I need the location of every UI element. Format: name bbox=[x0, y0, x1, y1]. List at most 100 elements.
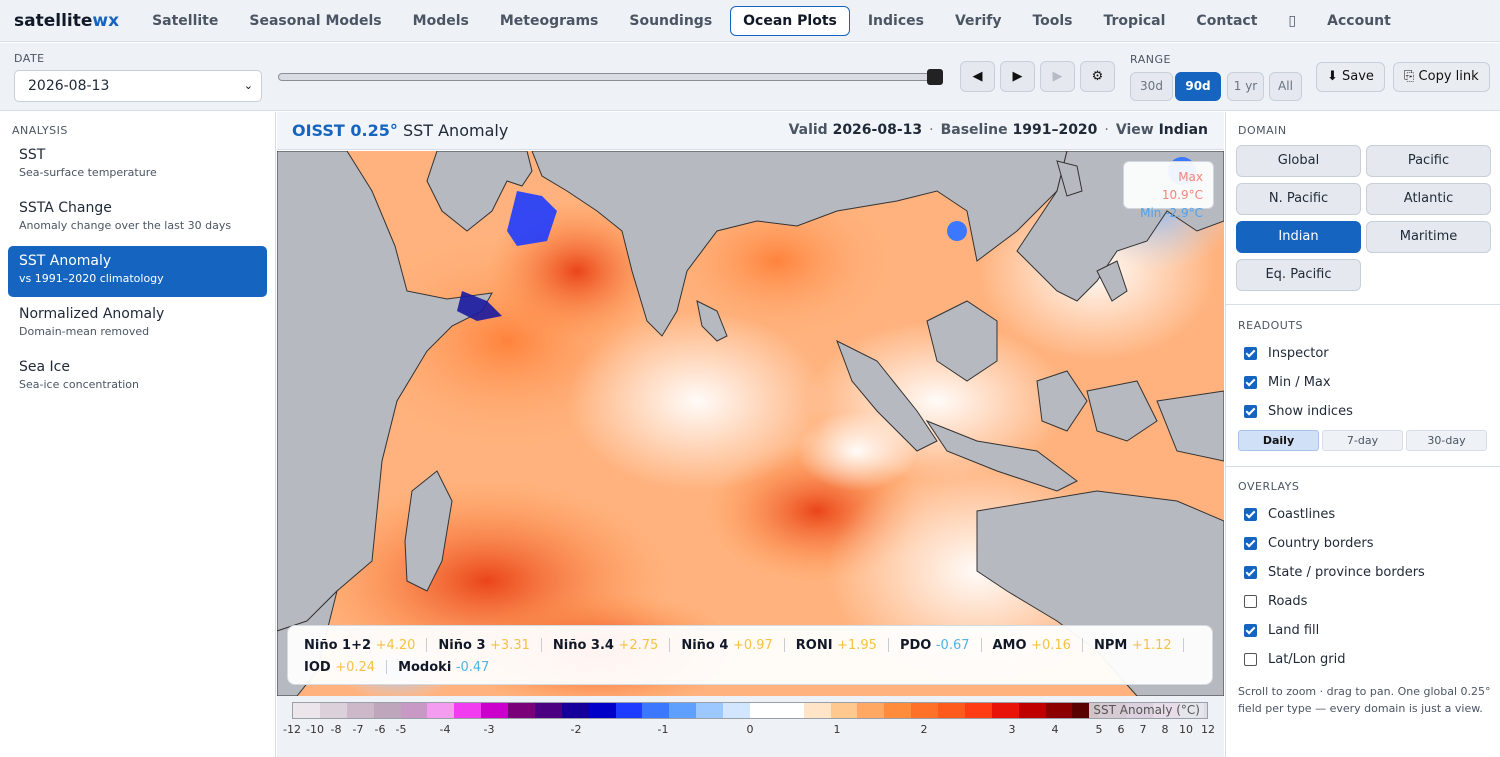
indices-row-2: IOD +0.24 Modoki -0.47 bbox=[304, 656, 1196, 678]
analysis-item-subtitle: Sea-ice concentration bbox=[19, 378, 140, 391]
checkbox-country-borders[interactable]: Country borders bbox=[1244, 536, 1373, 551]
period-7-day[interactable]: 7-day bbox=[1322, 430, 1403, 451]
baseline-label: Baseline bbox=[940, 122, 1008, 138]
checkbox-icon[interactable] bbox=[1244, 537, 1257, 550]
date-label: DATE bbox=[14, 52, 45, 65]
colorbar-tick-label: -1 bbox=[657, 723, 669, 736]
index-separator bbox=[980, 638, 982, 652]
settings-panel: DOMAIN Global Pacific N. Pacific Atlantic In… bbox=[1225, 112, 1500, 757]
colorbar-swatch bbox=[776, 703, 804, 718]
control-bar: DATE 2026-08-13 ⌄ ◀ ▶ ▶ ⚙ RANGE 30d 90d 1 y… bbox=[0, 43, 1500, 111]
nav-item-soundings[interactable]: Soundings bbox=[629, 12, 713, 29]
readouts-title: READOUTS bbox=[1238, 319, 1303, 332]
index-separator bbox=[1081, 638, 1083, 652]
nav-item-tropical[interactable]: Tropical bbox=[1103, 12, 1166, 29]
range-button-90d[interactable]: 90d bbox=[1175, 72, 1221, 101]
checkbox-label: Country borders bbox=[1268, 536, 1374, 551]
min-value: Min -2.9°C bbox=[1140, 206, 1203, 220]
checkbox-icon[interactable] bbox=[1244, 595, 1257, 608]
checkbox-icon[interactable] bbox=[1244, 508, 1257, 521]
colorbar-swatch bbox=[1045, 703, 1073, 718]
sst-anomaly-map[interactable]: Max 10.9°C Min -2.9°C Niño 1+2 +4.20 Niño… bbox=[277, 151, 1224, 696]
index-name: Niño 4 bbox=[681, 637, 729, 653]
checkbox-label: Min / Max bbox=[1268, 375, 1331, 390]
colorbar-swatch bbox=[481, 703, 508, 718]
checkbox-land-fill[interactable]: Land fill bbox=[1244, 623, 1319, 638]
domain-button-pacific[interactable]: Pacific bbox=[1366, 145, 1491, 177]
checkbox-icon[interactable] bbox=[1244, 566, 1257, 579]
nav-item-indices[interactable]: Indices bbox=[867, 12, 924, 29]
nav-item-contact[interactable]: Contact bbox=[1196, 12, 1258, 29]
analysis-item[interactable]: SSTA Change Anomaly change over the last … bbox=[8, 193, 267, 244]
copy-link-button[interactable]: ⎘ Copy link bbox=[1393, 62, 1490, 92]
colorbar-swatch bbox=[400, 703, 428, 718]
nav-item-seasonal-models[interactable]: Seasonal Models bbox=[249, 12, 382, 29]
nav-item-models[interactable]: Models bbox=[412, 12, 469, 29]
range-button-30d[interactable]: 30d bbox=[1130, 72, 1173, 101]
nav-item-tools[interactable]: Tools bbox=[1032, 12, 1073, 29]
range-button-1yr[interactable]: 1 yr bbox=[1227, 72, 1264, 101]
analysis-item-title: SSTA Change bbox=[19, 200, 112, 216]
nav-item-meteograms[interactable]: Meteograms bbox=[499, 12, 599, 29]
checkbox-icon[interactable] bbox=[1244, 405, 1257, 418]
map-canvas[interactable] bbox=[277, 151, 1224, 696]
play-button[interactable]: ▶ bbox=[1000, 61, 1035, 92]
period-daily[interactable]: Daily bbox=[1238, 430, 1319, 451]
index-name: Niño 3 bbox=[438, 637, 486, 653]
date-slider-track[interactable] bbox=[278, 73, 943, 81]
nav-item-verify[interactable]: Verify bbox=[954, 12, 1002, 29]
map-meta: Valid 2026-08-13 · Baseline 1991–2020 · View… bbox=[788, 122, 1208, 138]
domain-title: DOMAIN bbox=[1238, 124, 1287, 137]
analysis-item-title: SST bbox=[19, 147, 46, 163]
domain-button-atlantic[interactable]: Atlantic bbox=[1366, 183, 1491, 215]
date-slider-handle[interactable] bbox=[927, 69, 943, 85]
analysis-item[interactable]: SST Sea-surface temperature bbox=[8, 140, 267, 191]
prev-button[interactable]: ◀ bbox=[960, 61, 995, 92]
index-value: +1.12 bbox=[1131, 637, 1172, 653]
checkbox-icon[interactable] bbox=[1244, 376, 1257, 389]
index-value: +4.20 bbox=[375, 637, 416, 653]
checkbox-min-max[interactable]: Min / Max bbox=[1244, 375, 1331, 390]
colorbar-swatch bbox=[588, 703, 616, 718]
index-value: +3.31 bbox=[490, 637, 530, 653]
index-name: NPM bbox=[1093, 637, 1128, 653]
period-30-day[interactable]: 30-day bbox=[1406, 430, 1487, 451]
checkbox-inspector[interactable]: Inspector bbox=[1244, 346, 1329, 361]
domain-button-maritime[interactable]: Maritime bbox=[1366, 221, 1491, 253]
nav-item-account[interactable]: Account bbox=[1327, 12, 1391, 29]
save-button[interactable]: ⬇ Save bbox=[1316, 62, 1385, 92]
index-name: Niño 3.4 bbox=[552, 637, 614, 653]
colorbar-tick-label: -6 bbox=[374, 723, 386, 736]
analysis-item[interactable]: Sea Ice Sea-ice concentration bbox=[8, 352, 267, 403]
colorbar-swatch bbox=[427, 703, 455, 718]
date-value: 2026-08-13 bbox=[28, 78, 110, 94]
checkbox-icon[interactable] bbox=[1244, 653, 1257, 666]
analysis-item[interactable]: SST Anomaly vs 1991–2020 climatology bbox=[8, 246, 267, 297]
range-label: RANGE bbox=[1130, 53, 1171, 66]
domain-button-n-pacific[interactable]: N. Pacific bbox=[1236, 183, 1361, 215]
checkbox-state-province-borders[interactable]: State / province borders bbox=[1244, 565, 1425, 580]
domain-button-eq-pacific[interactable]: Eq. Pacific bbox=[1236, 259, 1361, 291]
divider bbox=[1226, 304, 1500, 305]
settings-button[interactable]: ⚙ bbox=[1080, 61, 1115, 92]
range-button-All[interactable]: All bbox=[1269, 72, 1302, 101]
colorbar-tick-label: -8 bbox=[330, 723, 342, 736]
checkbox-icon[interactable] bbox=[1244, 624, 1257, 637]
nav-item-satellite[interactable]: Satellite bbox=[152, 12, 219, 29]
brand-logo[interactable]: satellitewx bbox=[14, 11, 119, 31]
checkbox-coastlines[interactable]: Coastlines bbox=[1244, 507, 1335, 522]
chevron-down-icon: ⌄ bbox=[243, 79, 253, 92]
date-select[interactable]: 2026-08-13 ⌄ bbox=[14, 70, 262, 102]
checkbox-icon[interactable] bbox=[1244, 347, 1257, 360]
domain-button-indian[interactable]: Indian bbox=[1236, 221, 1361, 253]
nav-item-ocean-plots[interactable]: Ocean Plots bbox=[730, 5, 850, 36]
colorbar-swatch bbox=[1018, 703, 1046, 718]
domain-button-global[interactable]: Global bbox=[1236, 145, 1361, 177]
nav-icon[interactable]: ▯ bbox=[1288, 12, 1297, 29]
checkbox-roads[interactable]: Roads bbox=[1244, 594, 1307, 609]
index-roni: RONI +1.95 bbox=[796, 638, 877, 653]
checkbox-lat-lon-grid[interactable]: Lat/Lon grid bbox=[1244, 652, 1346, 667]
analysis-item[interactable]: Normalized Anomaly Domain-mean removed bbox=[8, 299, 267, 350]
next-button[interactable]: ▶ bbox=[1040, 61, 1075, 92]
checkbox-show-indices[interactable]: Show indices bbox=[1244, 404, 1353, 419]
